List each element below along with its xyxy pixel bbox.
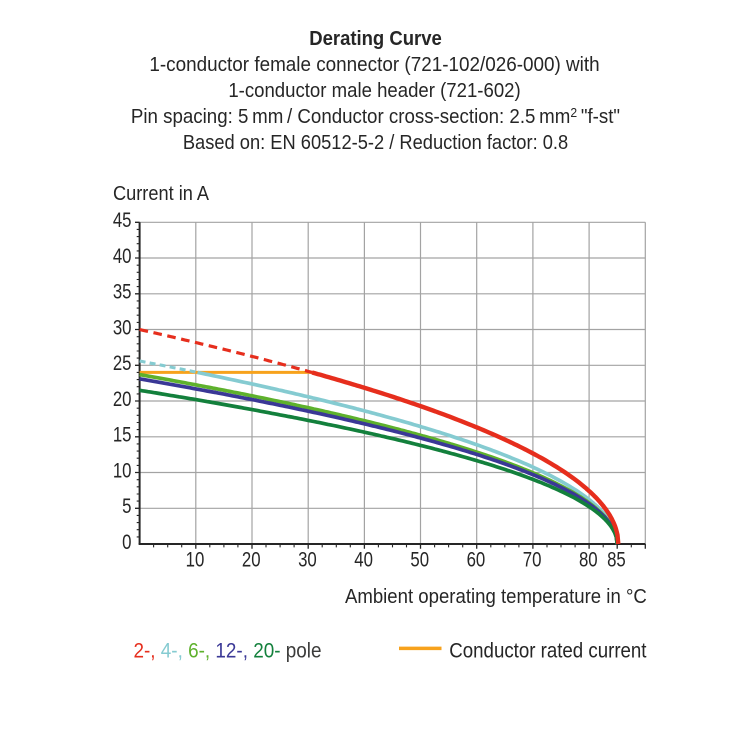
svg-text:30: 30 bbox=[298, 549, 317, 572]
svg-text:80: 80 bbox=[579, 549, 598, 572]
svg-text:35: 35 bbox=[113, 281, 132, 304]
svg-text:20: 20 bbox=[113, 388, 132, 411]
svg-text:60: 60 bbox=[467, 549, 486, 572]
svg-text:Pin spacing: 5 mm / Conductor: Pin spacing: 5 mm / Conductor cross-sect… bbox=[131, 105, 620, 128]
svg-text:10: 10 bbox=[186, 549, 205, 572]
svg-text:Conductor rated current: Conductor rated current bbox=[449, 639, 647, 662]
svg-text:1-conductor male header (721-6: 1-conductor male header (721-602) bbox=[228, 80, 520, 102]
svg-text:30: 30 bbox=[113, 317, 132, 340]
svg-text:20: 20 bbox=[242, 549, 261, 572]
svg-text:10: 10 bbox=[113, 460, 132, 483]
svg-text:Current in A: Current in A bbox=[113, 183, 209, 205]
svg-text:50: 50 bbox=[410, 549, 429, 572]
svg-text:Derating Curve: Derating Curve bbox=[309, 28, 442, 50]
svg-text:2-, 4-, 6-, 12-, 20- pole: 2-, 4-, 6-, 12-, 20- pole bbox=[134, 639, 322, 662]
svg-text:0: 0 bbox=[122, 531, 131, 554]
svg-text:85: 85 bbox=[607, 549, 626, 572]
svg-text:40: 40 bbox=[354, 549, 373, 572]
svg-text:45: 45 bbox=[113, 210, 132, 233]
svg-text:1-conductor female connector (: 1-conductor female connector (721-102/02… bbox=[149, 54, 599, 77]
svg-text:40: 40 bbox=[113, 245, 132, 268]
svg-text:25: 25 bbox=[113, 353, 132, 376]
svg-text:Based on: EN 60512-5-2 / Reduc: Based on: EN 60512-5-2 / Reduction facto… bbox=[183, 132, 568, 154]
svg-text:5: 5 bbox=[122, 496, 131, 519]
svg-text:70: 70 bbox=[523, 549, 542, 572]
svg-text:Ambient operating temperature: Ambient operating temperature in °C bbox=[345, 586, 647, 608]
svg-text:15: 15 bbox=[113, 424, 132, 447]
